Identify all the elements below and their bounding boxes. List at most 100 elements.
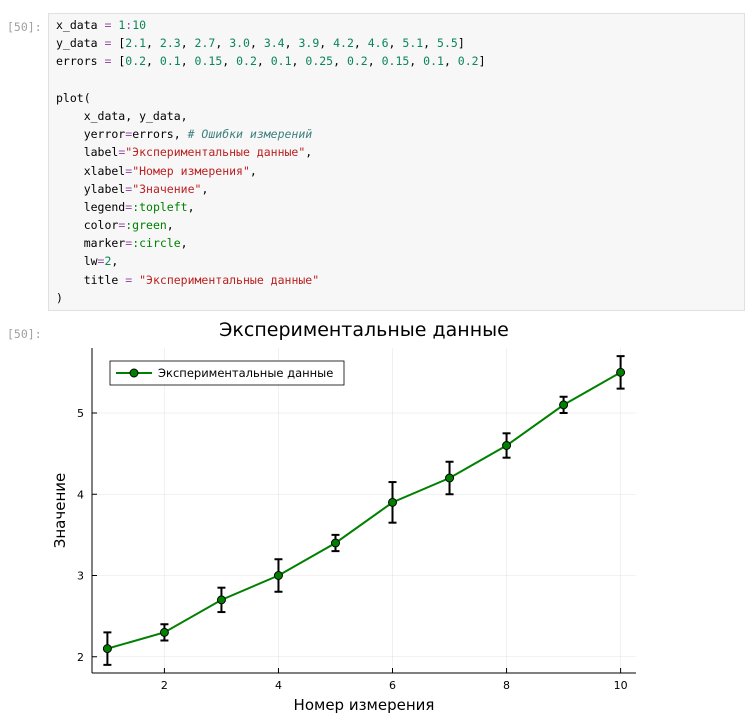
data-point	[559, 400, 569, 410]
legend: Экспериментальные данные	[109, 360, 345, 386]
data-point	[502, 441, 512, 450]
x-tick-label: 6	[389, 679, 396, 692]
code-token: :circle	[132, 236, 181, 251]
code-token: :topleft	[132, 199, 188, 214]
code-token: 2.1	[125, 36, 147, 51]
code-token: ,	[215, 36, 230, 51]
code-token: ,	[443, 54, 458, 69]
code-token: 3.4	[263, 36, 285, 51]
code-line: marker=:circle,	[56, 234, 486, 252]
code-token: ,	[187, 199, 195, 214]
code-token: =	[118, 218, 126, 233]
y-tick-label: 2	[77, 651, 84, 664]
code-token: ]	[457, 36, 465, 51]
code-token: 1	[118, 18, 126, 32]
code-token: =	[125, 199, 133, 214]
code-token: =	[97, 254, 105, 269]
code-line: title = "Экспериментальные данные"	[56, 271, 486, 289]
code-token: 0.2	[125, 54, 147, 69]
x-axis-label: Номер измерения	[294, 696, 435, 714]
code-token: ,	[256, 54, 271, 69]
code-token: 4.2	[333, 36, 354, 51]
code-line	[56, 71, 486, 89]
code-token: title	[56, 272, 126, 287]
data-point	[102, 644, 112, 654]
code-token: ,	[291, 54, 306, 69]
code-line: color=:green,	[56, 216, 486, 234]
code-token: =	[118, 145, 126, 160]
code-token: xlabel	[56, 163, 126, 178]
code-token: [	[111, 36, 126, 51]
code-token: =	[125, 236, 133, 251]
code-token: :green	[125, 218, 167, 233]
code-token: ,	[409, 54, 424, 69]
code-line: lw=2,	[56, 252, 486, 270]
code-line: ylabel="Значение",	[56, 180, 486, 198]
code-token: 3.0	[229, 36, 250, 51]
code-token: ,	[249, 163, 257, 178]
code-token: 2	[104, 254, 112, 269]
code-token: [	[111, 54, 126, 69]
code-token: ylabel	[56, 181, 126, 196]
code-line: x_data, y_data,	[56, 107, 486, 125]
code-token: legend	[56, 199, 126, 214]
code-token: yerror	[56, 127, 126, 142]
code-token: =	[125, 163, 133, 178]
code-token: =	[125, 272, 133, 287]
code-token: 4.6	[367, 36, 389, 51]
code-token: color	[56, 218, 119, 233]
code-token: ,	[166, 218, 174, 233]
code-token: "Экспериментальные данные"	[139, 272, 320, 287]
code-token: ,	[180, 36, 195, 51]
series-line	[107, 371, 622, 650]
input-prompt: [50]:	[7, 20, 42, 34]
code-token: ,	[284, 36, 299, 51]
data-point	[330, 538, 340, 548]
legend-label: Экспериментальные данные	[158, 366, 333, 380]
code-line: errors = [0.2, 0.1, 0.15, 0.2, 0.1, 0.25…	[56, 52, 486, 70]
y-tick-label: 4	[77, 488, 84, 501]
code-token: 0.1	[270, 54, 292, 69]
code-token: =	[125, 181, 133, 196]
code-token: ,	[180, 236, 188, 251]
code-token: 0.1	[159, 54, 181, 69]
data-point	[445, 473, 455, 483]
code-token: errors	[56, 54, 105, 69]
code-token: )	[56, 290, 63, 305]
code-token: ,	[333, 54, 347, 69]
code-token: 0.15	[381, 54, 410, 69]
code-token: lw	[56, 254, 98, 269]
data-point	[388, 497, 398, 507]
code-token: ,	[319, 36, 334, 51]
data-point	[216, 595, 226, 605]
y-tick-label: 5	[77, 407, 84, 420]
code-token: 2.3	[159, 36, 181, 51]
code-token: ,	[388, 36, 403, 51]
code-token: label	[56, 145, 119, 160]
code-token: plot(	[56, 90, 91, 105]
code-editor[interactable]: x_data = 1:10 y_data = [2.1, 2.3, 2.7, 3.…	[56, 16, 486, 307]
code-token: ]	[478, 54, 486, 69]
x-tick-label: 4	[275, 679, 282, 692]
code-token: =	[104, 54, 112, 69]
code-token: # Ошибки измерений	[187, 127, 313, 142]
code-token: x_data	[56, 18, 105, 32]
code-line: legend=:topleft,	[56, 198, 486, 216]
code-token: 0.2	[457, 54, 479, 69]
code-token: marker	[56, 236, 126, 251]
code-token: 0.1	[423, 54, 444, 69]
code-cell-input[interactable]: x_data = 1:10 y_data = [2.1, 2.3, 2.7, 3.…	[48, 13, 745, 311]
code-token: 0.2	[236, 54, 257, 69]
code-token: ,	[249, 36, 264, 51]
code-line: plot(	[56, 89, 486, 107]
code-token: ,	[367, 54, 382, 69]
code-token: ,	[305, 145, 313, 160]
code-token: "Экспериментальные данные"	[125, 145, 306, 160]
code-token: ,	[222, 54, 237, 69]
chart: Экспериментальные данные 2 4 6 8 10 2 3 4 5 Номер …	[51, 319, 636, 714]
code-token: 0.15	[194, 54, 223, 69]
code-token: "Значение"	[132, 181, 202, 196]
code-token: 5.5	[437, 36, 458, 51]
code-line: )	[56, 289, 486, 307]
code-token: ,	[180, 54, 195, 69]
